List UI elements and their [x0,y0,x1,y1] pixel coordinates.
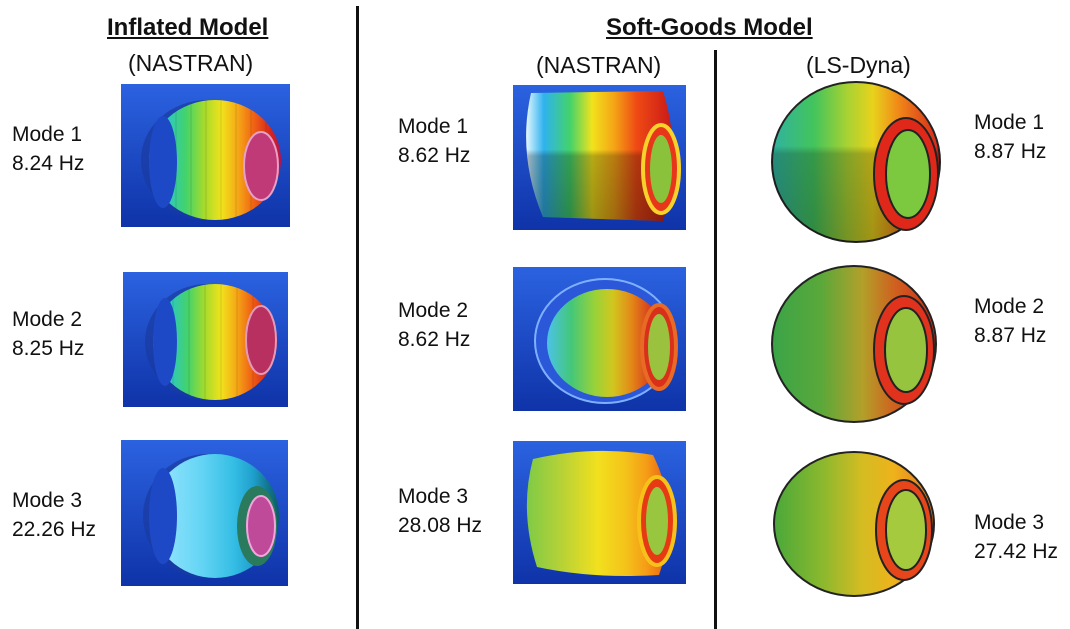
inflated-mode-3-label: Mode 3 22.26 Hz [12,486,96,544]
inflated-mode-3-image [121,440,288,586]
column-divider-right [714,50,717,629]
inflated-mode-2-label: Mode 2 8.25 Hz [12,305,84,363]
nastran-mode-3-image [513,441,686,584]
mode-frequency: 8.24 Hz [12,152,85,175]
nastran-mode-2-image [513,267,686,411]
mode-frequency: 8.87 Hz [974,140,1047,163]
inflated-mode-1-image [121,84,290,227]
mode-frequency: 8.62 Hz [398,144,471,167]
softgoods-model-title: Soft-Goods Model [606,14,813,41]
mode-name: Mode 3 [398,485,469,508]
inflated-mode-1-label: Mode 1 8.24 Hz [12,120,84,178]
mode-name: Mode 1 [12,123,83,146]
nastran-mode-1-label: Mode 1 8.62 Hz [398,112,470,170]
lsdyna-mode-2-label: Mode 2 8.87 Hz [974,292,1046,350]
nastran-mode-1-image [513,85,686,230]
lsdyna-mode-3-label: Mode 3 27.42 Hz [974,508,1058,566]
mode-frequency: 22.26 Hz [12,518,97,541]
mode-name: Mode 1 [398,115,469,138]
mode-frequency: 8.87 Hz [974,324,1047,347]
lsdyna-mode-1-label: Mode 1 8.87 Hz [974,108,1046,166]
mode-name: Mode 1 [974,111,1045,134]
mode-name: Mode 2 [398,299,469,322]
nastran-mode-3-label: Mode 3 28.08 Hz [398,482,482,540]
softgoods-lsdyna-label: (LS-Dyna) [806,52,911,78]
mode-frequency: 27.42 Hz [974,540,1059,563]
inflated-solver-label: (NASTRAN) [128,50,254,76]
mode-frequency: 8.62 Hz [398,328,471,351]
mode-name: Mode 3 [12,489,83,512]
mode-frequency: 28.08 Hz [398,514,483,537]
mode-name: Mode 3 [974,511,1045,534]
inflated-model-title: Inflated Model [107,14,269,41]
mode-name: Mode 2 [974,295,1045,318]
column-divider-left [356,6,359,629]
inflated-mode-2-image [123,272,288,407]
lsdyna-mode-3-image [768,448,946,598]
softgoods-nastran-label: (NASTRAN) [536,52,662,78]
lsdyna-mode-1-image [768,76,946,246]
nastran-mode-2-label: Mode 2 8.62 Hz [398,296,470,354]
mode-name: Mode 2 [12,308,83,331]
mode-frequency: 8.25 Hz [12,337,85,360]
lsdyna-mode-2-image [768,262,946,426]
